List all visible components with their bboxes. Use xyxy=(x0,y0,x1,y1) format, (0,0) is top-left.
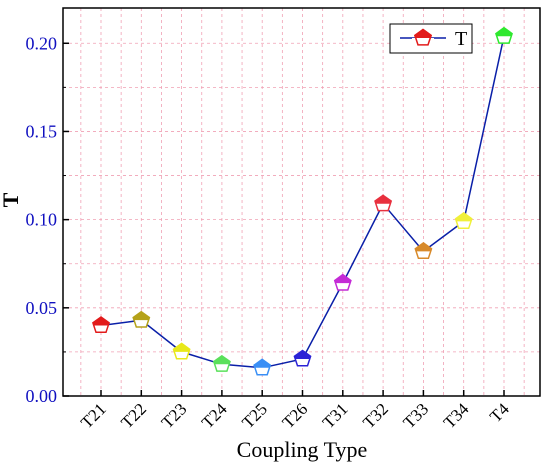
y-tick-label: 0.15 xyxy=(26,121,58,141)
series xyxy=(92,26,513,376)
x-tick-label: T26 xyxy=(279,399,312,432)
data-point xyxy=(173,343,190,352)
data-point xyxy=(495,27,513,37)
plot-frame xyxy=(62,7,541,397)
y-tick-label: 0.00 xyxy=(26,386,58,406)
y-tick-label: 0.10 xyxy=(26,210,58,230)
x-tick-label: T23 xyxy=(158,399,191,432)
data-point xyxy=(213,355,230,365)
data-point xyxy=(455,212,472,222)
x-axis-label: Coupling Type xyxy=(237,437,368,462)
legend-label: T xyxy=(455,28,467,50)
data-point xyxy=(133,311,150,321)
x-tick-label: T31 xyxy=(319,399,352,432)
legend-marker-outline xyxy=(414,28,432,46)
x-tick-label: T25 xyxy=(238,399,271,432)
data-point xyxy=(92,317,110,326)
x-tick-label: T32 xyxy=(359,399,392,432)
data-point xyxy=(375,195,392,204)
data-point xyxy=(254,359,271,368)
x-tick-label: T4 xyxy=(486,399,513,426)
y-tick-label: 0.20 xyxy=(26,33,58,53)
x-tick-label: T21 xyxy=(77,399,110,432)
y-axis-label: T xyxy=(0,192,23,207)
x-tick-label: T34 xyxy=(440,399,473,432)
x-tick-label: T24 xyxy=(198,399,231,432)
data-point xyxy=(415,242,432,252)
data-point xyxy=(294,350,311,359)
legend: T xyxy=(389,23,473,54)
x-tick-label: T22 xyxy=(117,399,150,432)
y-tick-label: 0.05 xyxy=(26,298,58,318)
legend-marker-lower xyxy=(412,38,434,48)
x-tick-label: T33 xyxy=(399,399,432,432)
data-point xyxy=(334,274,351,284)
